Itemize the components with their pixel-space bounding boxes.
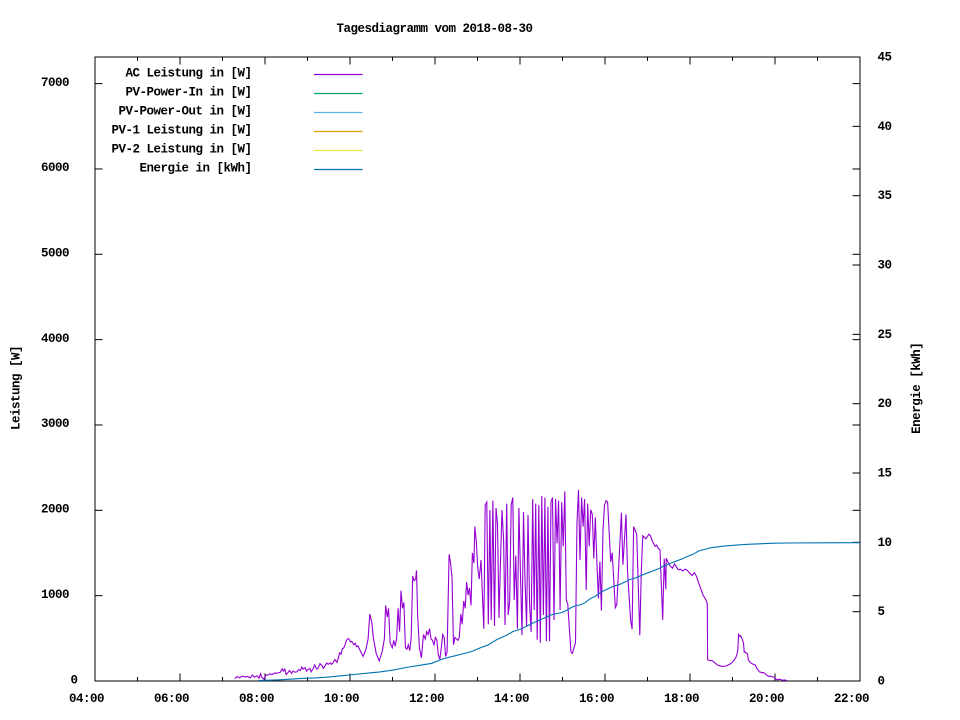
svg-text:PV-Power-In in [W]: PV-Power-In in [W] [125, 86, 251, 100]
svg-text:20: 20 [878, 397, 892, 411]
svg-text:5: 5 [878, 605, 885, 619]
svg-text:08:00: 08:00 [239, 692, 274, 706]
svg-text:16:00: 16:00 [579, 692, 614, 706]
svg-text:5000: 5000 [41, 247, 69, 261]
svg-text:Tagesdiagramm vom 2018-08-30: Tagesdiagramm vom 2018-08-30 [336, 22, 532, 36]
svg-text:0: 0 [878, 675, 885, 689]
svg-text:04:00: 04:00 [69, 692, 104, 706]
svg-text:45: 45 [878, 51, 892, 65]
svg-text:PV-2 Leistung in [W]: PV-2 Leistung in [W] [111, 142, 251, 156]
svg-text:18:00: 18:00 [664, 692, 699, 706]
svg-text:22:00: 22:00 [834, 692, 869, 706]
svg-text:15: 15 [878, 467, 892, 481]
svg-text:30: 30 [878, 259, 892, 273]
svg-text:40: 40 [878, 120, 892, 134]
svg-text:4000: 4000 [41, 332, 69, 346]
svg-text:PV-Power-Out in [W]: PV-Power-Out in [W] [118, 105, 251, 119]
svg-text:06:00: 06:00 [154, 692, 189, 706]
svg-text:10:00: 10:00 [324, 692, 359, 706]
svg-text:AC Leistung in [W]: AC Leistung in [W] [125, 67, 251, 81]
svg-text:6000: 6000 [41, 161, 69, 175]
svg-text:35: 35 [878, 189, 892, 203]
svg-text:1000: 1000 [41, 588, 69, 602]
svg-text:Leistung [W]: Leistung [W] [10, 346, 24, 430]
svg-text:10: 10 [878, 536, 892, 550]
svg-text:Energie [kWh]: Energie [kWh] [910, 343, 924, 434]
svg-text:7000: 7000 [41, 76, 69, 90]
svg-text:14:00: 14:00 [494, 692, 529, 706]
svg-text:12:00: 12:00 [409, 692, 444, 706]
svg-text:25: 25 [878, 328, 892, 342]
svg-text:0: 0 [70, 674, 77, 688]
svg-text:20:00: 20:00 [749, 692, 784, 706]
svg-text:Energie in [kWh]: Energie in [kWh] [139, 161, 251, 175]
svg-text:PV-1 Leistung in [W]: PV-1 Leistung in [W] [111, 123, 251, 137]
svg-text:2000: 2000 [41, 503, 69, 517]
svg-text:3000: 3000 [41, 417, 69, 431]
